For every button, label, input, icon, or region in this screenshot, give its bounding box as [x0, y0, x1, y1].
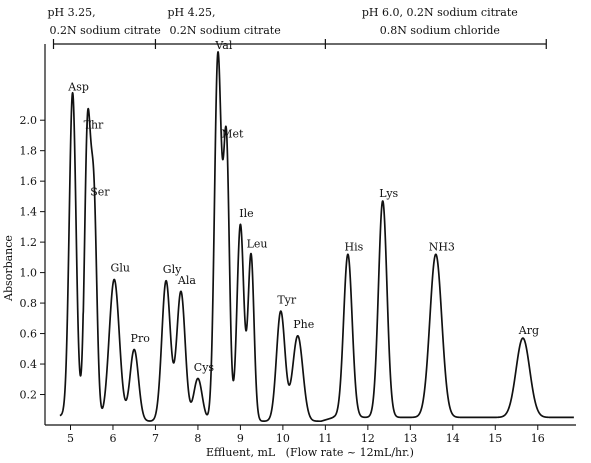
x-tick-label: 12 — [361, 432, 375, 445]
absorbance-trace — [59, 51, 575, 423]
x-tick-label: 11 — [318, 432, 332, 445]
x-tick-label: 7 — [152, 432, 159, 445]
buffer-label-line2: 0.2N sodium citrate — [49, 24, 160, 37]
x-tick-label: 8 — [194, 432, 201, 445]
peak-label-val: Val — [214, 39, 232, 52]
buffer-label-line1: pH 4.25, — [167, 6, 215, 19]
peak-label-thr: Thr — [84, 118, 104, 131]
peak-label-ile: Ile — [239, 207, 253, 220]
y-tick-label: 0.4 — [20, 358, 38, 371]
peak-label-met: Met — [221, 128, 244, 141]
y-tick-label: 2.0 — [20, 114, 38, 127]
peak-label-glu: Glu — [111, 262, 130, 275]
buffer-label-line1: pH 3.25, — [47, 6, 95, 19]
peak-label-pro: Pro — [131, 332, 151, 345]
peak-label-asp: Asp — [67, 80, 89, 93]
axis-ticks: 5 6 7 8 9 10 11 12 13 14 15 16 0.2 0.4 0.6 0.8 1.0 1.2 1.4… — [20, 114, 545, 445]
buffer-label-line2: 0.8N sodium chloride — [380, 24, 500, 37]
peak-label-gly: Gly — [163, 263, 182, 276]
peak-label-arg: Arg — [518, 324, 539, 337]
y-axis-title: Absorbance — [2, 235, 15, 302]
buffer-label-line1: pH 6.0, 0.2N sodium citrate — [362, 6, 518, 19]
peak-label-tyr: Tyr — [277, 294, 297, 307]
peak-label-ser: Ser — [90, 185, 110, 198]
y-tick-label: 1.6 — [20, 175, 38, 188]
x-tick-label: 16 — [531, 432, 545, 445]
y-tick-label: 0.6 — [20, 328, 38, 341]
buffer-label-line2: 0.2N sodium citrate — [169, 24, 280, 37]
buffer-bar: pH 3.25, 0.2N sodium citrate pH 4.25, 0.2N … — [47, 6, 547, 49]
peak-label-ala: Ala — [177, 274, 196, 287]
x-tick-label: 14 — [446, 432, 460, 445]
x-tick-label: 5 — [67, 432, 74, 445]
y-tick-label: 1.2 — [20, 236, 38, 249]
x-tick-label: 15 — [488, 432, 502, 445]
peak-label-his: His — [344, 240, 363, 253]
x-tick-label: 6 — [109, 432, 116, 445]
y-tick-label: 1.0 — [20, 267, 38, 280]
peak-label-phe: Phe — [293, 318, 314, 331]
x-axis-title: Effluent, mL (Flow rate ~ 12mL/hr.) — [206, 446, 414, 459]
x-tick-label: 10 — [276, 432, 290, 445]
plot-axes — [44, 44, 576, 426]
peak-label-leu: Leu — [247, 237, 268, 250]
peak-label-cys: Cys — [194, 361, 215, 374]
y-tick-label: 0.2 — [20, 389, 38, 402]
peak-label-nh3: NH3 — [429, 240, 455, 253]
x-tick-label: 13 — [403, 432, 417, 445]
y-tick-label: 1.4 — [20, 206, 38, 219]
y-tick-label: 1.8 — [20, 145, 38, 158]
y-tick-label: 0.8 — [20, 297, 38, 310]
x-tick-label: 9 — [237, 432, 244, 445]
peak-label-lys: Lys — [379, 187, 398, 200]
